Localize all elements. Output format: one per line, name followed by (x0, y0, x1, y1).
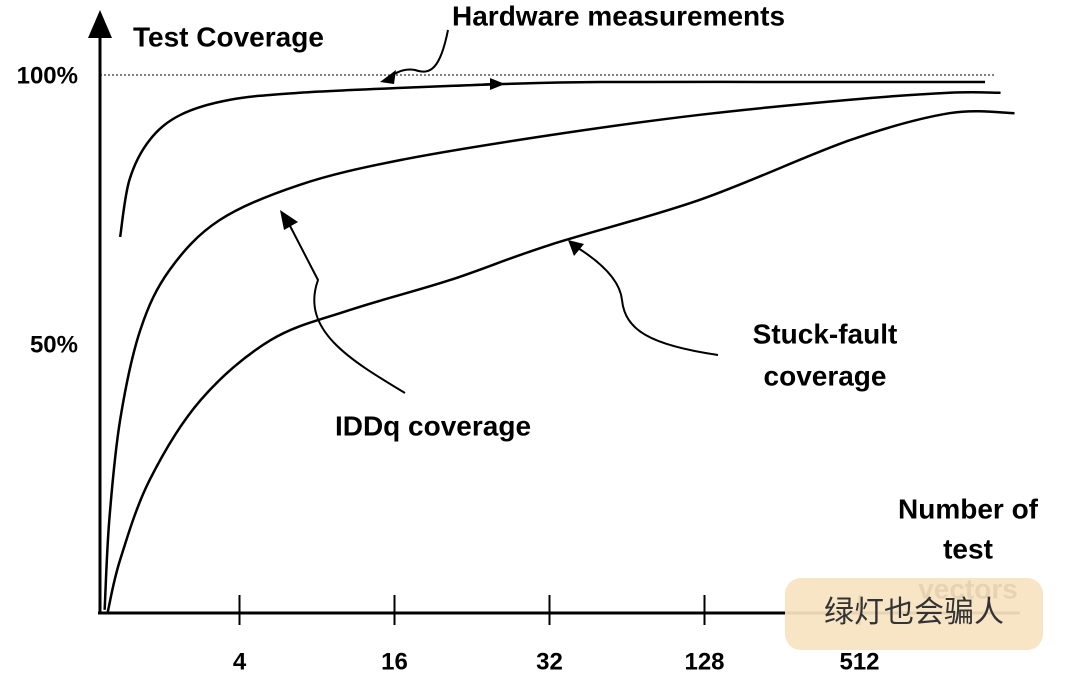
y-tick-label: 100% (17, 62, 78, 89)
annotation: IDDq coverage (335, 410, 531, 441)
x-tick-label: 16 (381, 648, 408, 675)
y-axis-arrow (88, 10, 112, 38)
watermark-box (785, 578, 1043, 650)
pointer (389, 29, 449, 77)
line (103, 90, 1001, 610)
pointer-head (568, 240, 584, 256)
annotation: coverage (764, 360, 887, 391)
y-tick-label: 50% (30, 331, 78, 358)
x-axis-label: test (943, 533, 993, 564)
x-tick-label: 512 (839, 648, 879, 675)
pointer (577, 247, 719, 356)
annotation: Hardware measurements (452, 0, 785, 31)
line (106, 109, 1015, 613)
line (118, 80, 986, 238)
pointer-head (280, 210, 298, 230)
pointer (287, 221, 406, 394)
x-tick-label: 4 (233, 648, 247, 675)
x-tick-label: 32 (536, 648, 563, 675)
pointer-head (380, 70, 396, 84)
chart-title: Test Coverage (133, 21, 324, 52)
annotation: Stuck-fault (753, 318, 898, 349)
x-axis-label: Number of (898, 493, 1039, 524)
watermark: 绿灯也会骗人 (824, 596, 1004, 629)
x-tick-label: 128 (684, 648, 724, 675)
